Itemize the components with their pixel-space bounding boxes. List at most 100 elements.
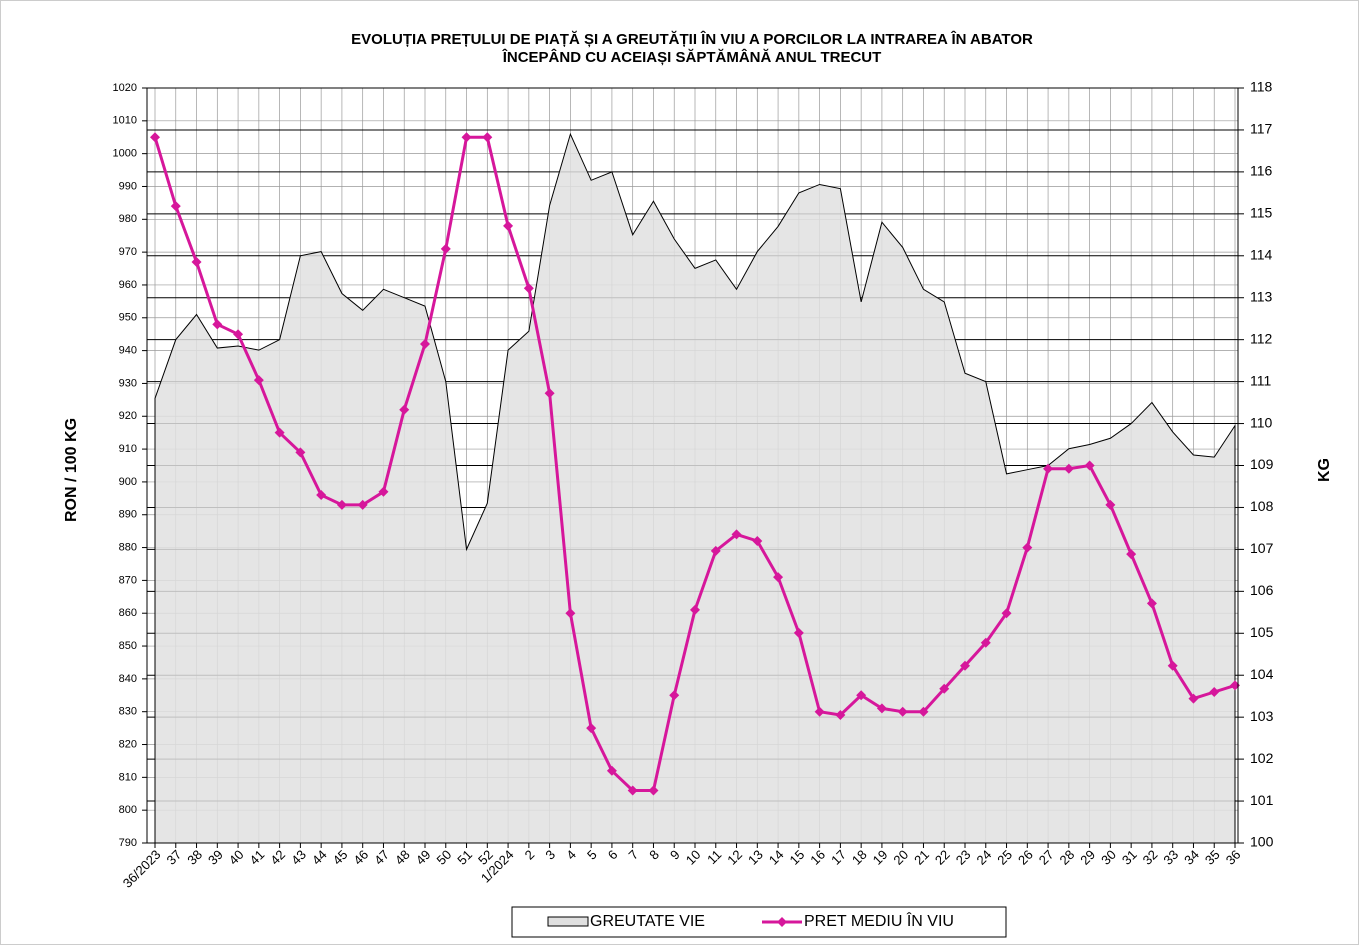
y-tick-label: 890 — [119, 509, 137, 521]
marker — [1209, 687, 1220, 697]
y-tick-label: 1020 — [113, 82, 137, 94]
y2-tick-label: 101 — [1250, 792, 1274, 808]
marker — [752, 536, 763, 546]
marker — [918, 706, 929, 717]
marker — [150, 132, 160, 143]
marker — [565, 608, 576, 619]
plot-border — [146, 87, 1239, 844]
marker — [606, 765, 617, 776]
y2-tick-label: 102 — [1250, 750, 1274, 766]
marker — [191, 256, 202, 267]
marker — [378, 486, 389, 497]
marker — [960, 660, 970, 671]
marker — [586, 723, 597, 734]
marker — [461, 132, 472, 143]
marker — [1043, 463, 1054, 474]
marker — [357, 499, 368, 510]
y-tick-label: 860 — [119, 607, 137, 619]
legend: GREUTATE VIE PRET MEDIU ÎN VIU — [511, 906, 1007, 938]
marker — [1126, 549, 1137, 560]
chart-subtitle: ÎNCEPÂND CU ACEIAȘI SĂPTĂMÂNĂ ANUL TRECU… — [502, 48, 882, 66]
y2-tick-label: 112 — [1250, 330, 1273, 346]
legend-label: PRET MEDIU ÎN VIU — [804, 911, 954, 930]
y2-tick-label: 115 — [1250, 205, 1273, 221]
y2-tick-label: 107 — [1250, 540, 1274, 556]
y2-tick-label: 111 — [1250, 372, 1271, 388]
marker — [503, 220, 514, 231]
marker — [1084, 460, 1095, 471]
marker — [274, 427, 285, 438]
y-tick-label: 880 — [119, 541, 137, 553]
marker — [1188, 693, 1199, 704]
y-tick-label: 940 — [119, 345, 137, 357]
marker — [399, 404, 410, 415]
y2-tick-label: 108 — [1250, 498, 1274, 514]
y2-tick-label: 105 — [1250, 624, 1274, 640]
marker — [814, 706, 825, 717]
y-tick-label: 810 — [119, 771, 137, 783]
legend-marker — [777, 917, 787, 927]
y-tick-label: 960 — [119, 279, 137, 291]
marker — [482, 132, 493, 143]
y-tick-label: 990 — [119, 180, 137, 192]
y2-tick-label: 118 — [1250, 79, 1273, 95]
marker — [295, 447, 306, 458]
marker — [627, 785, 638, 796]
y-tick-label: 790 — [119, 837, 137, 849]
legend-box — [511, 906, 1007, 938]
y2-tick-label: 114 — [1250, 246, 1273, 262]
y2-tick-label: 103 — [1250, 708, 1274, 724]
marker — [1022, 542, 1033, 553]
marker — [1146, 598, 1157, 609]
marker — [523, 283, 534, 294]
marker — [1105, 499, 1116, 510]
marker — [233, 329, 244, 340]
marker — [897, 706, 908, 717]
marker — [669, 690, 680, 701]
marker — [690, 604, 700, 615]
y2-tick-label: 100 — [1250, 834, 1274, 850]
y-tick-label: 800 — [119, 804, 137, 816]
marker — [420, 339, 430, 350]
y-tick-label: 970 — [119, 246, 137, 258]
y-tick-label: 1000 — [113, 148, 137, 160]
y-tick-label: 920 — [119, 410, 137, 422]
legend-label: GREUTATE VIE — [590, 913, 705, 930]
y-tick-label: 840 — [119, 673, 137, 685]
marker — [710, 545, 721, 556]
marker — [980, 637, 991, 648]
marker — [316, 490, 327, 501]
y-tick-label: 950 — [119, 312, 137, 324]
y2-tick-label: 110 — [1250, 414, 1273, 430]
legend-swatch — [547, 916, 589, 927]
marker — [1063, 463, 1074, 474]
marker — [336, 499, 347, 510]
marker — [1001, 608, 1012, 619]
marker — [876, 703, 887, 714]
marker — [731, 529, 742, 540]
y2-axis-label: KG — [1316, 458, 1333, 482]
y2-tick-label: 106 — [1250, 582, 1274, 598]
y-tick-label: 1010 — [113, 115, 137, 127]
y2-tick-label: 113 — [1250, 288, 1273, 304]
y-tick-label: 820 — [119, 738, 137, 750]
y2-tick-label: 116 — [1250, 163, 1273, 179]
y-tick-label: 830 — [119, 706, 137, 718]
marker — [253, 375, 264, 386]
marker — [170, 201, 181, 212]
y-tick-label: 980 — [119, 213, 137, 225]
marker — [773, 572, 784, 583]
y-tick-label: 900 — [119, 476, 137, 488]
marker — [835, 709, 846, 720]
marker — [544, 388, 555, 399]
marker — [440, 243, 451, 254]
y-tick-label: 910 — [119, 443, 137, 455]
y-tick-label: 930 — [119, 377, 137, 389]
y2-tick-label: 117 — [1250, 121, 1273, 137]
y-axis-label: RON / 100 KG — [63, 418, 80, 522]
y2-tick-label: 109 — [1250, 456, 1274, 472]
marker — [939, 683, 950, 694]
marker — [648, 785, 659, 796]
marker — [1167, 660, 1178, 671]
